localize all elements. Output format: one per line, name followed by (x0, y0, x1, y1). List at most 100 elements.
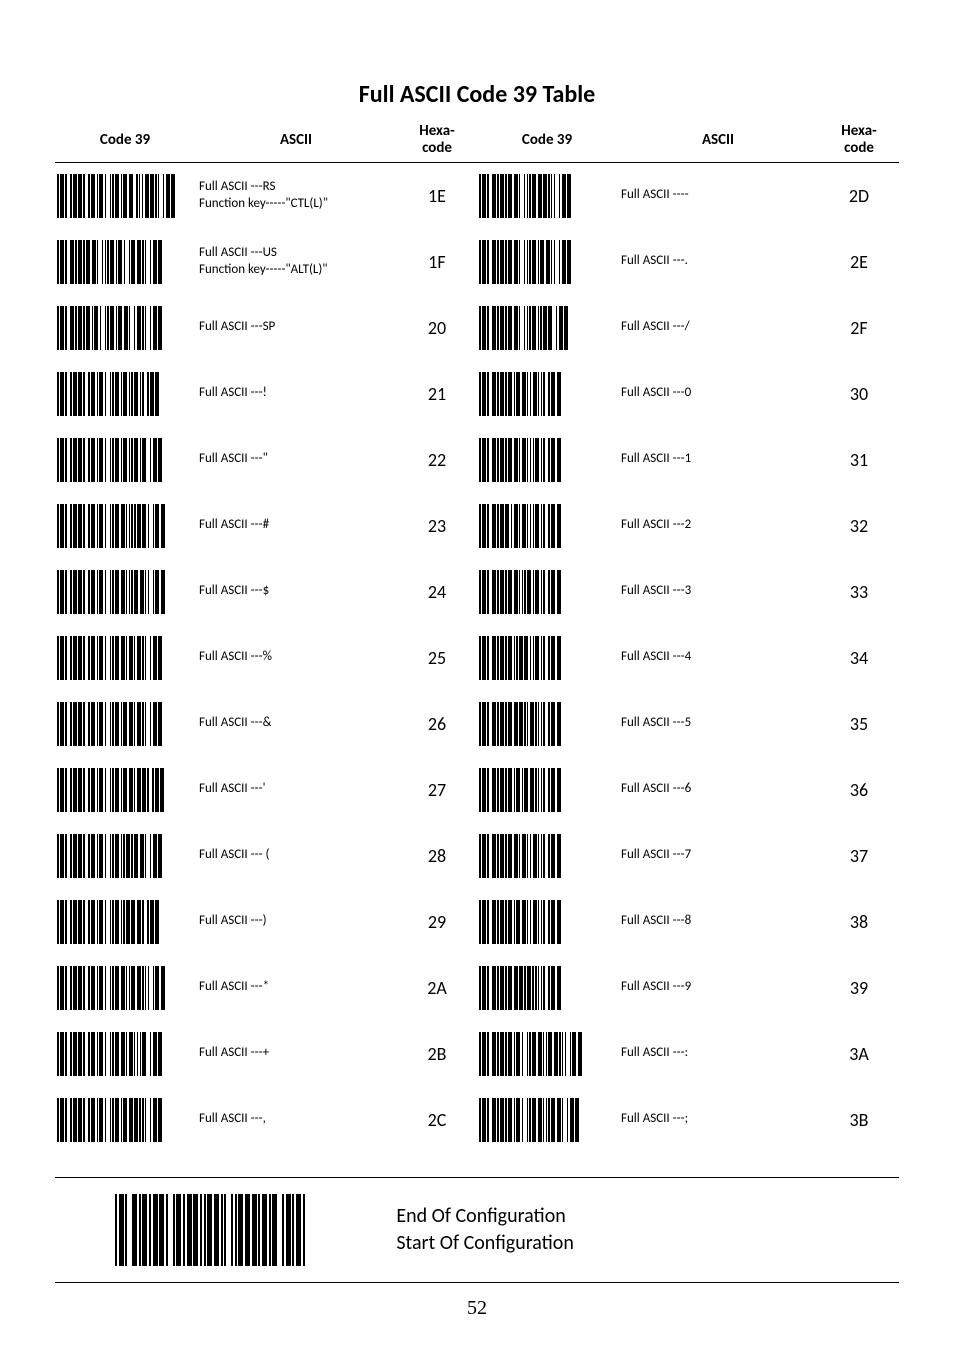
barcode (479, 240, 572, 284)
hex-code: 37 (819, 845, 899, 867)
barcode (479, 174, 572, 218)
barcode-cell (477, 900, 617, 944)
barcode (479, 900, 562, 944)
table-row: Full ASCII ---333 (477, 559, 899, 625)
page-number: 52 (0, 1297, 954, 1320)
table-row: Full ASCII ---*2A (55, 955, 477, 1021)
table-row: Full ASCII ---RSFunction key-----"CTL(L)… (55, 163, 477, 229)
table-row: Full ASCII ----2D (477, 163, 899, 229)
hex-code: 2A (397, 977, 477, 999)
barcode-cell (477, 570, 617, 614)
barcode-cell (55, 240, 195, 284)
table-row: Full ASCII ---434 (477, 625, 899, 691)
end-config-label: End Of Configuration (396, 1203, 574, 1230)
hex-code: 25 (397, 647, 477, 669)
barcode (57, 900, 160, 944)
ascii-label: Full ASCII ---" (195, 451, 397, 467)
config-barcode (115, 1194, 306, 1266)
barcode-cell (477, 702, 617, 746)
barcode-cell (477, 438, 617, 482)
table-row: Full ASCII ---.2E (477, 229, 899, 295)
ascii-label: Full ASCII ---2 (617, 517, 819, 533)
barcode (57, 240, 163, 284)
hex-code: 27 (397, 779, 477, 801)
table-row: Full ASCII ---&26 (55, 691, 477, 757)
table-row: Full ASCII ---)29 (55, 889, 477, 955)
table-row: Full ASCII ---%25 (55, 625, 477, 691)
header-ascii: ASCII (617, 132, 819, 149)
right-column: Code 39 ASCII Hexa-code Full ASCII ----2… (477, 123, 899, 1153)
barcode (57, 438, 163, 482)
ascii-label: Full ASCII ---- (617, 187, 819, 203)
barcode-cell (477, 1032, 617, 1076)
table-row: Full ASCII ---838 (477, 889, 899, 955)
page-title: Full ASCII Code 39 Table (55, 80, 899, 109)
table-row: Full ASCII ---:3A (477, 1021, 899, 1087)
barcode (57, 636, 163, 680)
hex-code: 32 (819, 515, 899, 537)
barcode-cell (477, 372, 617, 416)
header-hexacode: Hexa-code (819, 123, 899, 158)
footer-text: End Of Configuration Start Of Configurat… (396, 1203, 574, 1257)
barcode (479, 834, 562, 878)
hex-code: 3B (819, 1109, 899, 1131)
table-row: Full ASCII --- (28 (55, 823, 477, 889)
barcode (479, 1098, 580, 1142)
ascii-label: Full ASCII ---: (617, 1045, 819, 1061)
ascii-label: Full ASCII ---SP (195, 319, 397, 335)
table-row: Full ASCII ---636 (477, 757, 899, 823)
table-row: Full ASCII ---737 (477, 823, 899, 889)
barcode (479, 438, 562, 482)
barcode-cell (55, 966, 195, 1010)
ascii-label: Full ASCII ---6 (617, 781, 819, 797)
table-row: Full ASCII ---#23 (55, 493, 477, 559)
barcode-cell (55, 570, 195, 614)
hex-code: 36 (819, 779, 899, 801)
table-row: Full ASCII ---USFunction key-----"ALT(L)… (55, 229, 477, 295)
ascii-label: Full ASCII ---0 (617, 385, 819, 401)
hex-code: 28 (397, 845, 477, 867)
barcode (57, 834, 163, 878)
ascii-label: Full ASCII ---' (195, 781, 397, 797)
table-row: Full ASCII ---'27 (55, 757, 477, 823)
table-row: Full ASCII ---/2F (477, 295, 899, 361)
footer-section: End Of Configuration Start Of Configurat… (55, 1177, 899, 1283)
ascii-label: Full ASCII ---& (195, 715, 397, 731)
ascii-label: Full ASCII ---# (195, 517, 397, 533)
footer-barcode-wrap (55, 1194, 306, 1266)
barcode (479, 504, 562, 548)
table-row: Full ASCII ---SP20 (55, 295, 477, 361)
barcode-cell (55, 1098, 195, 1142)
barcode-cell (55, 174, 195, 218)
barcode-cell (55, 768, 195, 812)
hex-code: 26 (397, 713, 477, 735)
ascii-label: Full ASCII ---$ (195, 583, 397, 599)
table-row: Full ASCII ---!21 (55, 361, 477, 427)
table-row: Full ASCII ---$24 (55, 559, 477, 625)
hex-code: 24 (397, 581, 477, 603)
barcode (57, 1032, 163, 1076)
header-code39: Code 39 (477, 132, 617, 149)
barcode-cell (477, 768, 617, 812)
hex-code: 1F (397, 251, 477, 273)
table-row: Full ASCII ---+2B (55, 1021, 477, 1087)
ascii-label: Full ASCII ---4 (617, 649, 819, 665)
hex-code: 34 (819, 647, 899, 669)
barcode-cell (477, 306, 617, 350)
table-row: Full ASCII ---"22 (55, 427, 477, 493)
table-row: Full ASCII ---939 (477, 955, 899, 1021)
barcode (479, 966, 562, 1010)
barcode-cell (477, 636, 617, 680)
ascii-label: Full ASCII ---, (195, 1111, 397, 1127)
hex-code: 23 (397, 515, 477, 537)
barcode (57, 570, 166, 614)
hex-code: 1E (397, 185, 477, 207)
ascii-label: Full ASCII ---8 (617, 913, 819, 929)
barcode-cell (477, 174, 617, 218)
barcode-cell (477, 240, 617, 284)
barcode (479, 636, 562, 680)
barcode (57, 768, 166, 812)
ascii-label: Full ASCII ---/ (617, 319, 819, 335)
barcode (479, 768, 562, 812)
ascii-label: Full ASCII ---) (195, 913, 397, 929)
